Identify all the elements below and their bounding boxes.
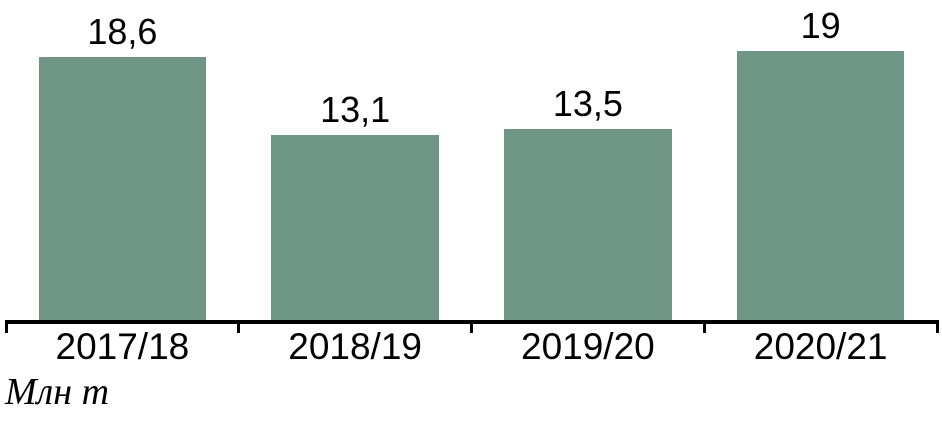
x-axis-label: 2020/21 (753, 326, 888, 367)
plot-area: 18,6 13,1 13,5 19 (6, 0, 937, 320)
x-axis-line (5, 320, 937, 324)
bar (504, 129, 672, 320)
bar-group: 18,6 (6, 0, 239, 320)
bar-group: 19 (704, 0, 937, 320)
bar-value-label: 13,5 (552, 83, 623, 125)
bar (736, 51, 905, 320)
bar-group: 13,1 (239, 0, 472, 320)
bar-value-label: 19 (800, 5, 841, 47)
bar-value-label: 13,1 (320, 89, 391, 131)
bar-value-label: 18,6 (87, 11, 158, 53)
bar-group: 13,5 (472, 0, 705, 320)
unit-label: Млн т (5, 371, 110, 413)
x-axis-label: 2018/19 (288, 326, 422, 367)
x-axis-label: 2019/20 (521, 326, 655, 367)
x-axis-labels: 2017/18 2018/19 2019/20 2020/21 (6, 326, 937, 368)
bar (271, 135, 439, 320)
bar (38, 57, 207, 320)
x-axis-label: 2017/18 (55, 326, 190, 367)
